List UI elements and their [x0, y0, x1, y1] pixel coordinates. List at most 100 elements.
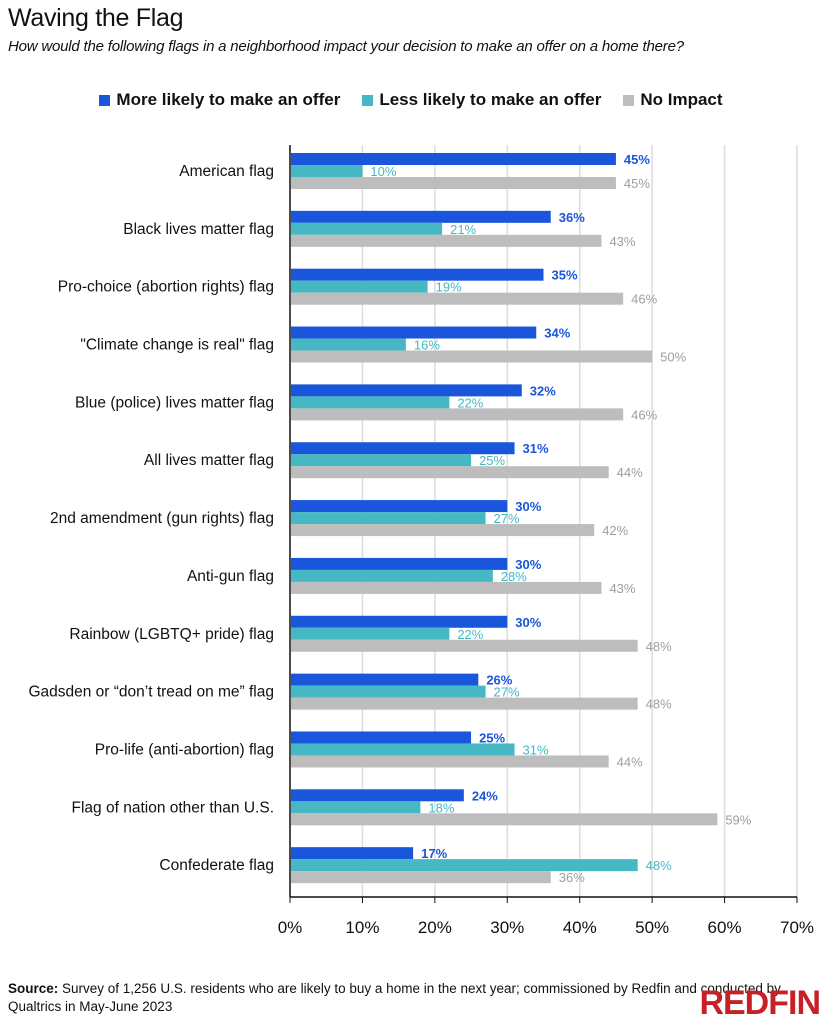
data-label-more: 30% — [515, 615, 541, 630]
data-label-less: 21% — [450, 222, 476, 237]
chart-subtitle: How would the following flags in a neigh… — [8, 38, 684, 55]
data-label-none: 46% — [631, 407, 657, 422]
data-label-less: 22% — [457, 627, 483, 642]
category-label: Black lives matter flag — [123, 221, 274, 238]
bar-more — [291, 500, 508, 513]
bar-more — [291, 326, 537, 339]
legend-label-less: Less likely to make an offer — [379, 90, 602, 109]
bar-none — [291, 871, 551, 884]
data-label-less: 18% — [428, 800, 454, 815]
data-label-none: 59% — [725, 812, 751, 827]
data-label-less: 22% — [457, 395, 483, 410]
data-label-more: 31% — [523, 441, 549, 456]
bar-none — [291, 813, 718, 826]
chart-title: Waving the Flag — [8, 4, 184, 32]
bar-less — [291, 743, 515, 756]
legend-item-more: More likely to make an offer — [99, 90, 340, 110]
x-tick-label: 0% — [278, 918, 303, 937]
x-tick-label: 10% — [345, 918, 379, 937]
data-label-less: 19% — [436, 280, 462, 295]
bar-less — [291, 396, 450, 409]
legend: More likely to make an offer Less likely… — [0, 90, 822, 110]
legend-swatch-less — [362, 94, 374, 106]
x-tick-label: 70% — [780, 918, 814, 937]
data-label-more: 30% — [515, 499, 541, 514]
legend-item-less: Less likely to make an offer — [362, 90, 601, 110]
data-label-none: 48% — [646, 697, 672, 712]
category-label: Gadsden or “don’t tread on me” flag — [28, 684, 274, 701]
bar-less — [291, 569, 493, 582]
category-label: Pro-life (anti-abortion) flag — [95, 741, 274, 758]
legend-label-none: No Impact — [640, 90, 723, 109]
data-label-more: 45% — [624, 152, 650, 167]
data-label-less: 16% — [414, 338, 440, 353]
bar-less — [291, 801, 421, 814]
bar-none — [291, 350, 653, 363]
data-label-less: 25% — [479, 453, 505, 468]
bar-more — [291, 615, 508, 628]
x-tick-label: 50% — [635, 918, 669, 937]
x-tick-label: 60% — [708, 918, 742, 937]
bar-less — [291, 338, 406, 351]
data-label-more: 17% — [421, 846, 447, 861]
bar-more — [291, 847, 414, 860]
data-label-less: 27% — [494, 511, 520, 526]
data-label-none: 48% — [646, 639, 672, 654]
data-label-none: 36% — [559, 870, 585, 885]
category-label: Confederate flag — [159, 857, 274, 874]
bar-more — [291, 731, 472, 744]
data-label-more: 32% — [530, 383, 556, 398]
data-label-more: 24% — [472, 788, 498, 803]
bar-more — [291, 210, 551, 223]
bar-none — [291, 697, 638, 710]
bar-more — [291, 442, 515, 455]
data-label-none: 43% — [609, 234, 635, 249]
data-label-more: 30% — [515, 557, 541, 572]
data-label-more: 26% — [486, 673, 512, 688]
data-label-more: 36% — [559, 210, 585, 225]
data-label-less: 31% — [523, 742, 549, 757]
category-label: 2nd amendment (gun rights) flag — [50, 510, 274, 527]
bar-none — [291, 524, 595, 537]
data-label-more: 25% — [479, 730, 505, 745]
data-label-none: 44% — [617, 754, 643, 769]
legend-label-more: More likely to make an offer — [116, 90, 341, 109]
x-tick-label: 20% — [418, 918, 452, 937]
bar-more — [291, 384, 522, 397]
data-label-none: 42% — [602, 523, 628, 538]
data-label-more: 34% — [544, 326, 570, 341]
x-tick-label: 30% — [490, 918, 524, 937]
bar-less — [291, 627, 450, 640]
legend-swatch-none — [623, 94, 635, 106]
bar-chart: 0% 10% 20% 30% 40% 50% 60% 70% American flag 45% 1… — [28, 145, 814, 937]
data-label-less: 10% — [370, 164, 396, 179]
bar-less — [291, 454, 472, 467]
category-label: Blue (police) lives matter flag — [75, 394, 274, 411]
bar-less — [291, 280, 428, 293]
category-label: Anti-gun flag — [187, 568, 274, 585]
data-label-less: 28% — [501, 569, 527, 584]
source-label: Source: — [8, 981, 59, 996]
data-label-none: 44% — [617, 465, 643, 480]
redfin-logo: REDFIN — [699, 984, 821, 1022]
bar-more — [291, 557, 508, 570]
bar-less — [291, 859, 638, 872]
source-note: Source: Survey of 1,256 U.S. residents w… — [8, 980, 822, 1016]
legend-item-none: No Impact — [623, 90, 723, 110]
bar-none — [291, 755, 609, 768]
data-label-more: 35% — [552, 268, 578, 283]
category-label: "Climate change is real" flag — [80, 337, 274, 354]
data-label-none: 43% — [609, 581, 635, 596]
bar-none — [291, 581, 602, 594]
legend-swatch-more — [99, 94, 111, 106]
bar-none — [291, 639, 638, 652]
bar-none — [291, 177, 616, 189]
data-label-less: 27% — [494, 685, 520, 700]
bar-more — [291, 673, 479, 686]
category-label: Rainbow (LGBTQ+ pride) flag — [69, 626, 274, 643]
bar-none — [291, 408, 624, 421]
bar-none — [291, 234, 602, 247]
bar-none — [291, 292, 624, 305]
source-text: Survey of 1,256 U.S. residents who are l… — [8, 981, 781, 1014]
category-label: All lives matter flag — [144, 452, 274, 469]
